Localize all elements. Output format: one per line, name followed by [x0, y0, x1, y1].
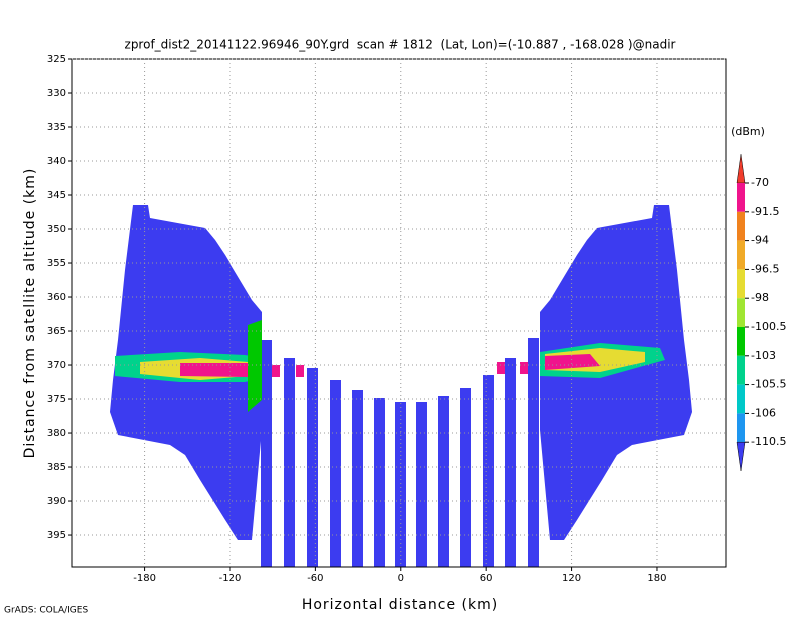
x-tick-label: 120 [562, 573, 581, 584]
colorbar-segment [737, 240, 745, 270]
colorbar-label: -91.5 [751, 205, 779, 218]
colorbar-label: -70 [751, 176, 769, 189]
field [110, 205, 692, 567]
colorbar-segment [737, 211, 745, 241]
y-tick-label: 360 [47, 292, 66, 303]
colorbar-segment [737, 183, 745, 212]
x-tick-label: 180 [647, 573, 666, 584]
y-tick-label: 395 [47, 530, 66, 541]
colorbar-segment [737, 298, 745, 327]
x-tick-label: 0 [398, 573, 404, 584]
colorbar-label: -98 [751, 291, 769, 304]
colorbar-segment [737, 327, 745, 356]
y-tick-label: 365 [47, 326, 66, 337]
y-tick-label: 350 [47, 224, 66, 235]
y-tick-label: 370 [47, 360, 66, 371]
colorbar-segment [737, 413, 745, 443]
colorbar-segment [737, 269, 745, 299]
colorbar-label: -100.5 [751, 320, 786, 333]
x-tick-label: -180 [133, 573, 156, 584]
colorbar-end [736, 441, 746, 472]
y-axis-label: Distance from satellite altitude (km) [22, 168, 38, 459]
colorbar-label: -103 [751, 349, 776, 362]
colorbar-segment [737, 355, 745, 385]
x-tick-label: 60 [480, 573, 493, 584]
x-tick-label: -60 [307, 573, 323, 584]
y-tick-label: 335 [47, 122, 66, 133]
colorbar-label: -94 [751, 234, 769, 247]
chart-title: zprof_dist2_20141122.96946_90Y.grd scan … [125, 38, 676, 52]
y-tick-label: 390 [47, 496, 66, 507]
colorbar-end [736, 154, 746, 184]
x-tick-label: -120 [219, 573, 242, 584]
colorbar-label: -105.5 [751, 378, 786, 391]
colorbar-label: -110.5 [751, 435, 786, 448]
colorbar-unit: (dBm) [731, 125, 765, 138]
y-tick-label: 385 [47, 462, 66, 473]
y-tick-label: 345 [47, 190, 66, 201]
colorbar-segment [737, 384, 745, 414]
y-tick-label: 375 [47, 394, 66, 405]
colorbar-label: -106 [751, 406, 776, 419]
y-tick-label: 380 [47, 428, 66, 439]
x-axis-label: Horizontal distance (km) [302, 597, 498, 613]
colorbar-label: -96.5 [751, 262, 779, 275]
y-tick-label: 325 [47, 54, 66, 65]
plot-frame [71, 58, 727, 568]
footer: GrADS: COLA/IGES [4, 606, 88, 616]
y-tick-label: 330 [47, 88, 66, 99]
y-tick-label: 340 [47, 156, 66, 167]
y-tick-label: 355 [47, 258, 66, 269]
